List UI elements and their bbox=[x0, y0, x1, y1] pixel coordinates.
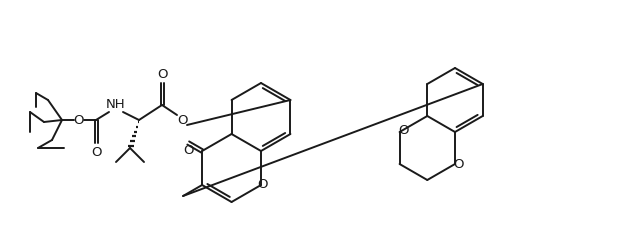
Text: NH: NH bbox=[106, 98, 126, 112]
Text: O: O bbox=[74, 114, 84, 126]
Text: O: O bbox=[454, 158, 464, 172]
Text: O: O bbox=[183, 144, 193, 156]
Text: O: O bbox=[177, 114, 188, 126]
Text: O: O bbox=[257, 178, 268, 191]
Text: O: O bbox=[157, 68, 167, 82]
Text: O: O bbox=[91, 145, 101, 158]
Text: O: O bbox=[398, 125, 409, 137]
